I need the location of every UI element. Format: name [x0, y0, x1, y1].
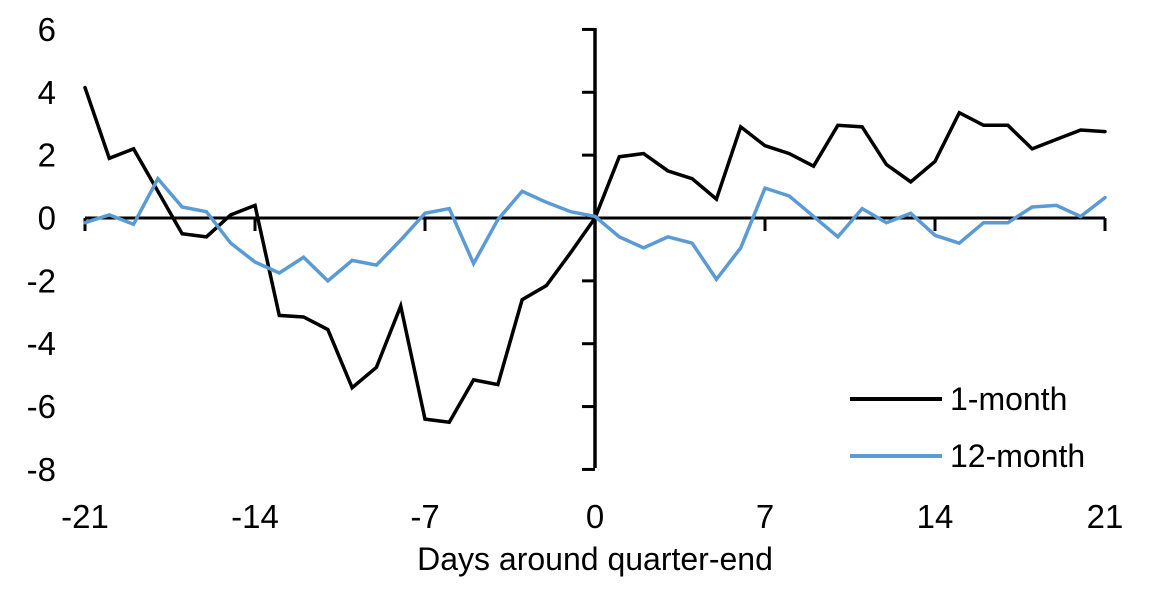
y-tick-label: 4	[38, 74, 56, 111]
legend-swatch-1-month	[850, 397, 942, 401]
legend-item-12-month: 12-month	[850, 439, 1085, 473]
legend-swatch-12-month	[850, 454, 942, 458]
y-tick-label: -2	[27, 262, 56, 299]
y-tick-label: -6	[27, 388, 56, 425]
x-tick-label: 0	[586, 498, 604, 535]
legend-label-12-month: 12-month	[950, 438, 1086, 474]
y-tick-label: 0	[38, 200, 56, 237]
x-tick-label: 14	[917, 498, 954, 535]
x-tick-label: 7	[756, 498, 774, 535]
legend-label-1-month: 1-month	[950, 381, 1068, 417]
legend: 1-month 12-month	[850, 382, 1085, 496]
y-tick-label: 2	[38, 137, 56, 174]
y-tick-label: -4	[27, 325, 56, 362]
x-tick-label: -7	[410, 498, 439, 535]
x-tick-label: 21	[1087, 498, 1124, 535]
x-axis-title: Days around quarter-end	[417, 541, 773, 577]
y-tick-label: -8	[27, 451, 56, 488]
y-tick-label: 6	[38, 11, 56, 48]
legend-item-1-month: 1-month	[850, 382, 1085, 416]
x-tick-label: -21	[61, 498, 109, 535]
series-line-12-month	[83, 175, 1107, 284]
x-tick-label: -14	[231, 498, 279, 535]
